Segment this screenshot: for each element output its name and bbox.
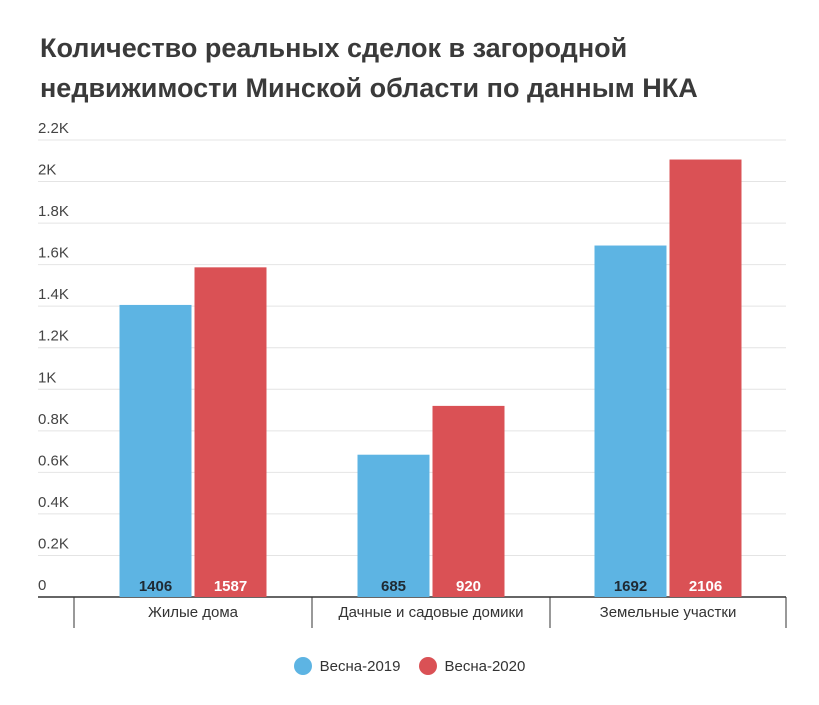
- value-label-2019-1: 685: [381, 578, 406, 595]
- chart-title-line-2: недвижимости Минской области по данным Н…: [40, 73, 698, 103]
- y-tick-label-4: 0.8K: [38, 411, 69, 428]
- y-tick-label-2: 0.4K: [38, 494, 69, 511]
- bar-2020-2: [669, 159, 742, 597]
- bar-2019-0: [119, 304, 192, 597]
- y-tick-label-10: 2K: [38, 162, 56, 179]
- bar-2020-0: [194, 267, 267, 597]
- legend-item-2020[interactable]: Весна-2020: [418, 657, 526, 675]
- chart-title-line-1: Количество реальных сделок в загородной: [40, 33, 628, 63]
- category-label-2: Земельные участки: [600, 604, 737, 621]
- y-tick-label-11: 2.2K: [38, 120, 69, 137]
- legend-label-2019: Весна-2019: [319, 657, 401, 675]
- value-label-2019-0: 1406: [139, 578, 172, 595]
- y-tick-label-6: 1.2K: [38, 328, 69, 345]
- legend-swatch-2019: [293, 657, 312, 675]
- y-tick-label-3: 0.6K: [38, 452, 69, 469]
- y-tick-label-9: 1.8K: [38, 203, 69, 220]
- legend-swatch-2020: [418, 657, 437, 675]
- chart-title: Количество реальных сделок в загородной …: [40, 28, 800, 108]
- bar-2019-1: [357, 454, 430, 597]
- value-label-2019-2: 1692: [614, 578, 647, 595]
- y-tick-label-0: 0: [38, 577, 46, 594]
- legend-label-2020: Весна-2020: [444, 657, 526, 675]
- y-tick-label-1: 0.2K: [38, 535, 69, 552]
- value-label-2020-2: 2106: [689, 578, 722, 595]
- category-label-1: Дачные и садовые домики: [338, 604, 523, 621]
- category-label-0: Жилые дома: [148, 604, 239, 621]
- bar-2019-2: [594, 245, 667, 597]
- bar-2020-1: [432, 405, 505, 597]
- y-tick-label-5: 1K: [38, 369, 56, 386]
- legend: Весна-2019 Весна-2020: [0, 657, 819, 675]
- legend-item-2019[interactable]: Весна-2019: [293, 657, 401, 675]
- y-tick-label-7: 1.4K: [38, 286, 69, 303]
- value-label-2020-1: 920: [456, 578, 481, 595]
- y-tick-label-8: 1.6K: [38, 245, 69, 262]
- value-label-2020-0: 1587: [214, 578, 247, 595]
- bar-chart: 0 0.2K 0.4K 0.6K 0.8K 1K 1.2K 1.4K 1.6K 1.8K 2K 2.2…: [38, 120, 787, 628]
